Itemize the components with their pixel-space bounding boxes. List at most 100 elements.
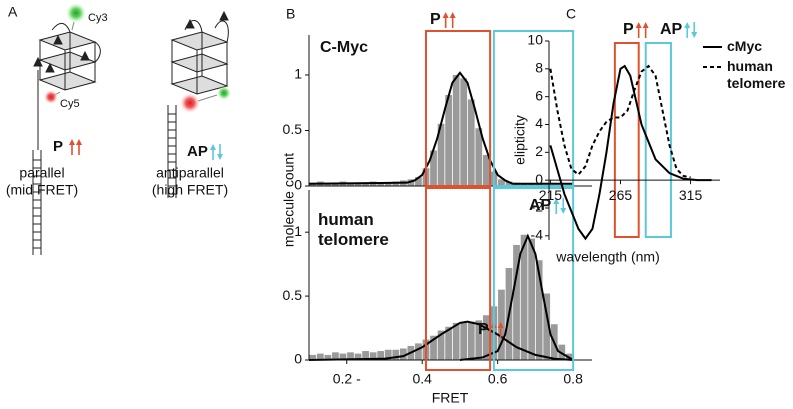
histogram-bar [377, 183, 385, 186]
histogram-bar [369, 352, 377, 360]
fret-level: (mid FRET) [6, 182, 78, 198]
fit-curve [308, 71, 574, 185]
histogram-bar [520, 234, 528, 360]
cy3-dye [217, 86, 231, 100]
x-axis-label: wavelength (nm) [555, 249, 660, 265]
y-tick-label: 10 [527, 32, 543, 48]
region-label: P [623, 21, 634, 38]
histogram-bar [316, 353, 324, 360]
y-tick-label: 0 [294, 177, 302, 193]
chart-title: human telomere [318, 210, 389, 250]
histogram-bar [415, 343, 422, 360]
histogram-bar [445, 94, 452, 186]
y-tick-label: 4 [535, 115, 543, 131]
structure-name: parallel [19, 165, 64, 181]
data-line [549, 64, 712, 241]
y-tick-label: 2 [535, 143, 543, 159]
histogram-bar [535, 183, 543, 186]
arrow-icon [684, 22, 691, 28]
histogram-bar [332, 352, 339, 360]
region-box [424, 187, 492, 371]
region-label: P [430, 11, 441, 28]
y-tick-label: 0 [535, 171, 543, 187]
arrow-icon [553, 198, 560, 204]
structure-name: antiparallel [156, 165, 224, 181]
histogram-bar [354, 182, 362, 186]
histogram-bar [505, 181, 513, 186]
histogram-bar [430, 335, 437, 360]
region-label: P [478, 321, 489, 338]
histogram-bar [362, 182, 369, 186]
arrow-icon [442, 12, 449, 18]
histogram-bar [498, 179, 505, 186]
cy3-dye [66, 3, 86, 23]
arrow-icon [560, 208, 567, 214]
region-box [613, 42, 640, 238]
data-line [549, 64, 691, 179]
antiparallel-structure [167, 10, 229, 198]
histogram-bar [384, 349, 392, 360]
arrow-icon [217, 154, 223, 160]
histogram-bar [362, 351, 369, 360]
y-tick-label: -4 [531, 227, 544, 243]
cy5-dye [180, 93, 200, 113]
histogram-bar [467, 99, 475, 186]
x-axis-label: FRET [432, 390, 469, 406]
arrow-icon [76, 139, 82, 145]
region-box [644, 42, 672, 238]
histogram-bar [384, 182, 392, 186]
dye-label: Cy3 [88, 12, 108, 24]
histogram-bar [452, 74, 460, 186]
histogram-bar [392, 349, 400, 360]
arrow-icon [691, 32, 698, 38]
dye-label: Cy5 [60, 98, 80, 110]
histogram-bar [324, 183, 332, 186]
y-axis-label: elipticity [512, 115, 528, 165]
y-tick-label: -2 [531, 199, 544, 215]
histogram-bar [437, 123, 445, 186]
y-tick-label: 1 [294, 223, 302, 239]
histogram-bar [460, 78, 468, 186]
histogram-bar [528, 183, 535, 186]
histogram-bar [467, 321, 475, 360]
y-tick-label: 8 [535, 60, 543, 76]
conformation-label: P [53, 138, 63, 155]
y-tick-label: 1 [294, 66, 302, 82]
x-tick-label: 0.4 [412, 371, 432, 387]
histogram-bar [354, 353, 362, 360]
y-tick-label: 0.5 [283, 121, 303, 137]
y-tick-label: 0 [294, 351, 302, 367]
conformation-label: AP [187, 143, 208, 160]
histogram-bar [324, 354, 332, 360]
histogram-bar [415, 177, 422, 186]
legend-label: cMyc [727, 38, 763, 54]
cy5-dye [44, 90, 58, 104]
histogram-bar [347, 352, 354, 360]
arrow-icon [449, 12, 456, 18]
chart-title: C-Myc [320, 39, 368, 56]
histogram-bar [430, 150, 437, 186]
panel-label: C [566, 6, 576, 22]
fit-curve [308, 320, 574, 361]
region-label: AP [660, 21, 683, 38]
y-tick-label: 6 [535, 87, 543, 103]
histogram-bar [377, 351, 385, 360]
arrow-icon [642, 22, 649, 28]
y-tick-label: 0.5 [283, 287, 303, 303]
histogram-bar [399, 348, 407, 360]
x-tick-label: 0.8 [563, 371, 583, 387]
arrow-icon [210, 144, 216, 150]
region-box [424, 30, 492, 187]
x-tick-label: 215 [539, 187, 563, 203]
histogram-bar [528, 238, 535, 360]
y-axis-label: molecule count [281, 153, 297, 247]
region-box [492, 187, 575, 371]
x-tick-label: 265 [609, 187, 633, 203]
x-tick-label: 315 [679, 187, 703, 203]
fret-level: (high FRET) [152, 182, 228, 198]
histogram-bar [460, 321, 468, 360]
fit-curve [459, 233, 574, 361]
panel-label: B [286, 6, 295, 22]
